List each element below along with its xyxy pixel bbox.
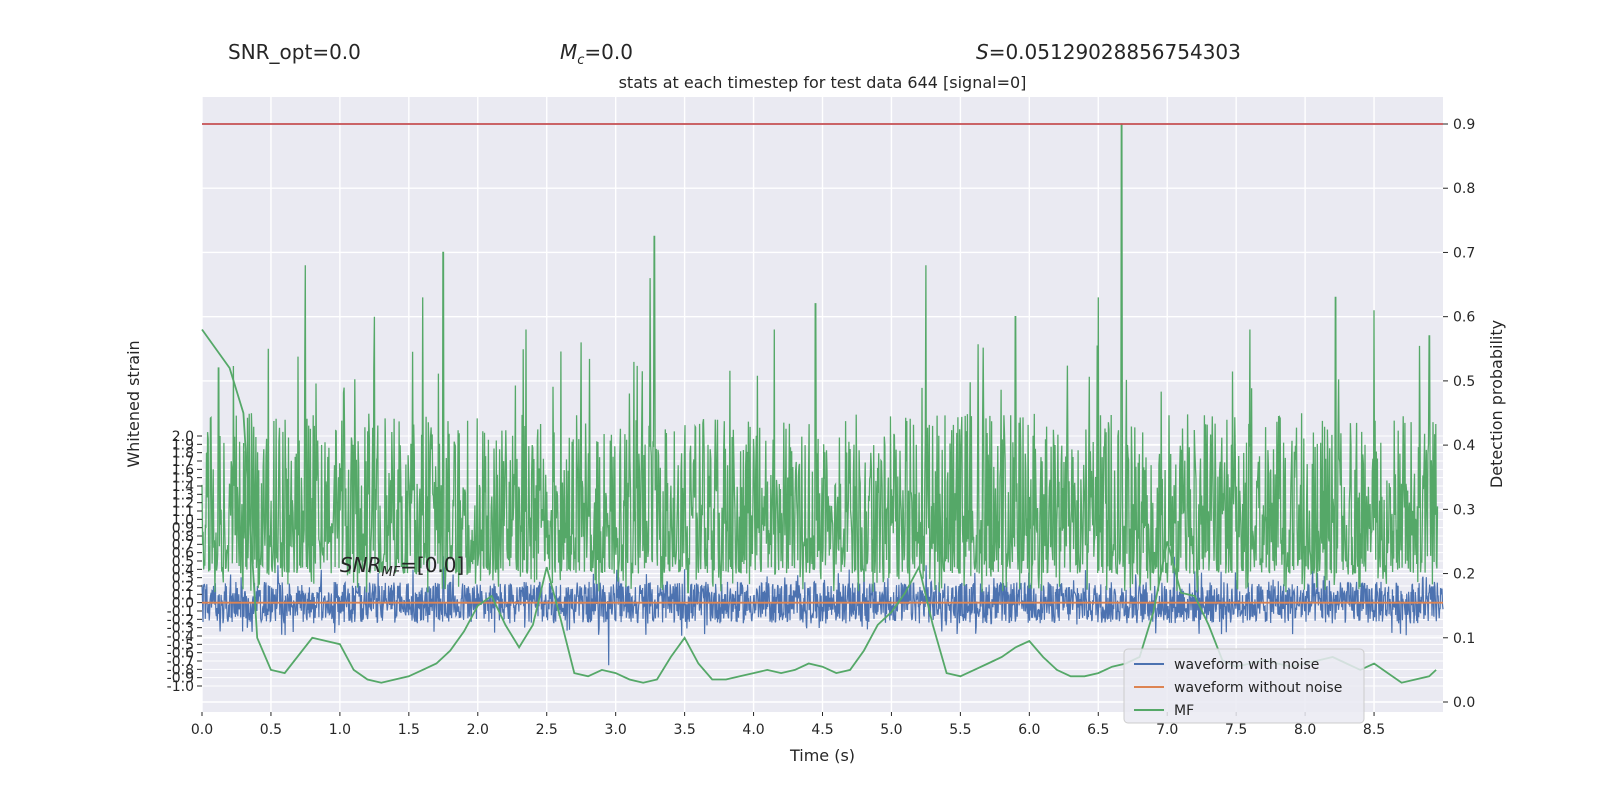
legend-label: MF [1174,703,1194,719]
chirp-mass-label: Mc=0.0 [560,40,633,68]
x-tick-label: 1.0 [329,722,351,738]
left-tick-label: 0.9 [172,521,194,537]
x-tick-label: 8.0 [1294,722,1316,738]
left-tick-label: 0.5 [172,554,194,570]
legend: waveform with noise waveform without nois… [1123,648,1365,724]
x-tick-label: 3.0 [605,722,627,738]
left-tick-label: 1.0 [172,512,194,528]
left-tick-label: -1.0 [167,679,194,695]
left-tick-label: 1.4 [172,479,194,495]
right-tick-label: 0.7 [1453,245,1475,261]
left-tick-label: 0.1 [172,587,194,603]
right-tick-label: 0.3 [1453,502,1475,518]
left-tick-label: 0.4 [172,562,194,578]
left-tick-label: 1.5 [172,471,194,487]
right-tick-label: 0.4 [1453,438,1475,454]
x-tick-label: 0.5 [260,722,282,738]
chirp-mass-subscript: c [577,53,585,68]
x-tick-label: 2.5 [536,722,558,738]
series-waveform-with-noise [201,556,1444,666]
snr-mf-annotation: SNRMF=[0.0] [340,553,464,580]
snr-mf-symbol: SNR [340,553,382,577]
left-tick-label: 1.3 [172,487,194,503]
statistic-label: S=0.05129028856754303 [976,40,1241,64]
snr-mf-subscript: MF [381,565,400,580]
chirp-mass-symbol: M [560,40,578,64]
series-mf-fluctuation [201,123,1439,594]
x-tick-label: 7.5 [1225,722,1247,738]
x-tick-label: 4.5 [811,722,833,738]
left-tick-label: 1.7 [172,454,194,470]
x-tick-label: 6.0 [1018,722,1040,738]
snr-opt-label: SNR_opt=0.0 [228,40,361,64]
x-tick-label: 7.0 [1156,722,1178,738]
x-tick-label: 6.5 [1087,722,1109,738]
x-tick-label: 3.5 [673,722,695,738]
right-tick-label: 0.1 [1453,631,1475,647]
left-tick-label: 1.6 [172,462,194,478]
left-tick-label: -0.7 [167,654,194,670]
x-tick-label: 4.0 [742,722,764,738]
snr-mf-value: =[0.0] [400,553,464,577]
legend-box [1123,648,1365,724]
left-tick-label: -0.9 [167,671,194,687]
left-tick-label: 0.3 [172,571,194,587]
x-tick-label: 1.5 [398,722,420,738]
right-tick-label: 0.5 [1453,374,1475,390]
x-tick-label: 5.0 [880,722,902,738]
left-tick-label: 0.2 [172,579,194,595]
right-tick-label: 0.9 [1453,117,1475,133]
left-tick-label: -0.6 [167,646,194,662]
left-tick-label: 0.7 [172,537,194,553]
right-tick-label: 0.8 [1453,181,1475,197]
right-tick-label: 0.6 [1453,310,1475,326]
legend-label: waveform with noise [1174,657,1319,673]
x-axis-label: Time (s) [789,746,855,765]
left-tick-label: -0.8 [167,662,194,678]
left-tick-label: 0.0 [172,596,194,612]
left-tick-label: 1.1 [172,504,194,520]
left-tick-label: 1.8 [172,446,194,462]
left-tick-label: -0.4 [167,629,194,645]
left-tick-label: 1.9 [172,437,194,453]
left-tick-label: -0.2 [167,612,194,628]
chart-title: stats at each timestep for test data 644… [619,73,1027,92]
y-axis-label-left: Whitened strain [124,340,143,467]
chirp-mass-value: =0.0 [584,40,633,64]
left-tick-label: -0.5 [167,637,194,653]
right-tick-label: 0.2 [1453,567,1475,583]
x-tick-label: 0.0 [191,722,213,738]
left-tick-label: 0.6 [172,546,194,562]
left-tick-label: 1.2 [172,496,194,512]
left-tick-label: 0.8 [172,529,194,545]
statistic-value: =0.05129028856754303 [988,40,1241,64]
right-tick-label: 0.0 [1453,695,1475,711]
y-axis-label-right: Detection probability [1487,320,1506,488]
statistic-symbol: S [976,40,989,64]
left-tick-label: 2.0 [172,429,194,445]
legend-label: waveform without noise [1174,680,1342,696]
x-tick-label: 8.5 [1363,722,1385,738]
left-tick-label: -0.1 [167,604,194,620]
x-tick-label: 5.5 [949,722,971,738]
x-tick-label: 2.0 [467,722,489,738]
left-tick-label: -0.3 [167,621,194,637]
